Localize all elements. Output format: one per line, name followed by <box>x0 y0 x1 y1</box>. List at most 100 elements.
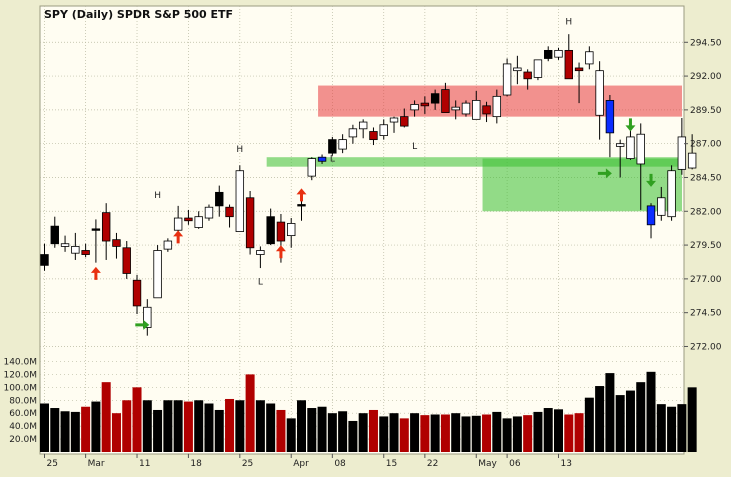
candle-body <box>122 247 131 274</box>
candle-body <box>338 139 347 150</box>
volume-bar <box>512 416 522 452</box>
volume-bar <box>595 386 605 452</box>
candle-body <box>245 197 255 249</box>
volume-bar <box>605 373 615 452</box>
volume-bar <box>430 414 440 452</box>
pivot-label: L <box>330 154 335 164</box>
time-tick-label: 25 <box>242 459 253 469</box>
candle-layer <box>40 34 697 336</box>
up-arrow-marker <box>90 266 101 280</box>
volume-bar <box>214 409 224 452</box>
volume-layer <box>40 371 697 452</box>
candle-body <box>626 136 635 159</box>
volume-bar <box>677 404 687 452</box>
candle-body <box>441 89 450 113</box>
candle-body <box>574 67 584 72</box>
time-tick-label: May <box>478 459 497 469</box>
volume-bar <box>656 404 666 452</box>
candle-body <box>472 100 481 120</box>
volume-tick-label: 100.0M <box>3 383 37 393</box>
plot-area <box>39 5 685 455</box>
volume-bar <box>266 403 276 452</box>
volume-tick-label: 140.0M <box>3 357 37 367</box>
candle-body <box>317 156 327 162</box>
candle-body <box>328 139 337 154</box>
volume-bar <box>255 400 265 452</box>
time-tick-label: 25 <box>47 459 58 469</box>
candle-body <box>101 212 111 242</box>
time-tick-label: 18 <box>190 459 202 469</box>
candle-body <box>276 221 286 242</box>
pivot-label: H <box>236 145 243 155</box>
volume-bar <box>101 382 111 452</box>
volume-bar <box>379 416 389 452</box>
candle-body <box>215 191 224 207</box>
candle-body <box>410 104 419 111</box>
axis-layer: 294.50 292.00 289.50 287.00 284.50 282.00 279.… <box>3 38 721 469</box>
candle-body <box>40 254 49 266</box>
candle-body <box>523 71 532 80</box>
volume-bar <box>543 408 553 452</box>
candle-body <box>451 106 460 111</box>
volume-bar <box>297 400 306 452</box>
volume-bar <box>235 400 245 452</box>
time-tick-label: 06 <box>509 459 521 469</box>
candle-body <box>60 243 70 247</box>
candle-body <box>358 121 368 130</box>
candle-body <box>554 49 563 58</box>
support-zone <box>482 158 682 212</box>
time-tick-label: Apr <box>293 459 309 469</box>
volume-bar <box>163 400 173 452</box>
volume-bar <box>307 408 317 452</box>
volume-bar <box>153 409 163 452</box>
candle-body <box>420 102 430 107</box>
candle-body <box>533 59 543 78</box>
up-arrow-marker <box>173 230 184 244</box>
candle-body <box>667 170 676 218</box>
down-arrow-marker <box>646 173 657 187</box>
candle-body <box>482 105 491 115</box>
time-tick-label: 15 <box>386 459 397 469</box>
volume-bar <box>687 387 697 452</box>
candle-body <box>389 117 399 123</box>
volume-bar <box>451 413 461 452</box>
volume-bar <box>91 401 101 452</box>
candle-body <box>81 250 90 255</box>
volume-bar <box>40 403 49 452</box>
candle-body <box>256 250 265 255</box>
volume-bar <box>245 374 255 452</box>
volume-bar <box>492 411 502 452</box>
candle-body <box>492 95 502 118</box>
candle-body <box>91 228 101 231</box>
volume-bar <box>60 411 70 452</box>
volume-bar <box>564 414 574 452</box>
volume-bar <box>646 371 656 452</box>
volume-tick-label: 120.0M <box>3 370 37 380</box>
volume-bar <box>194 400 204 452</box>
volume-bar <box>667 406 677 452</box>
volume-bar <box>132 387 142 452</box>
volume-bar <box>204 403 214 452</box>
candle-body <box>225 206 234 218</box>
price-tick-label: 274.50 <box>690 309 722 319</box>
candle-body <box>677 136 687 170</box>
volume-bar <box>111 413 121 452</box>
time-tick-label: 11 <box>139 459 150 469</box>
pivot-label: L <box>258 277 263 287</box>
candle-body <box>461 102 471 115</box>
volume-bar <box>327 413 337 452</box>
right-arrow-marker <box>135 319 150 330</box>
price-tick-label: 282.00 <box>690 207 722 217</box>
volume-bar <box>461 416 471 452</box>
candle-body <box>173 217 183 231</box>
candle-body <box>50 225 59 245</box>
volume-bar <box>523 415 533 452</box>
candle-body <box>71 246 80 254</box>
price-tick-label: 272.00 <box>690 342 722 352</box>
pivot-label: L <box>412 142 417 152</box>
volume-bar <box>625 390 635 452</box>
candle-body <box>194 216 203 228</box>
price-tick-label: 284.50 <box>690 173 722 183</box>
